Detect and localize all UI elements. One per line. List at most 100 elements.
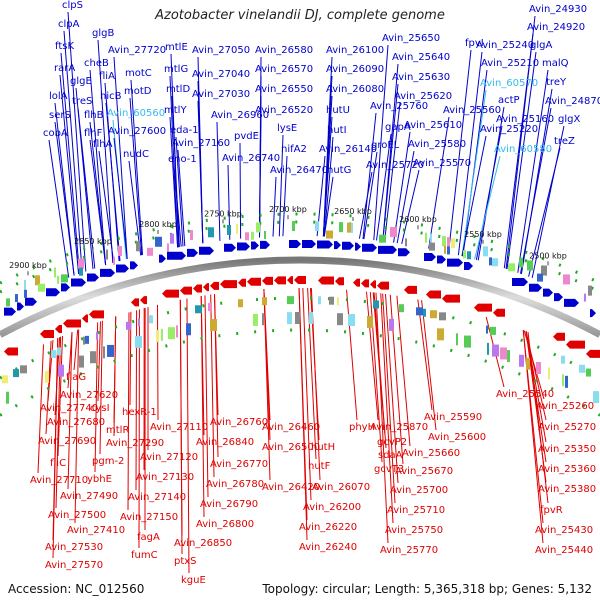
feature-block <box>156 330 159 343</box>
gene-label: Avin_27620 <box>60 390 118 401</box>
feature-block <box>245 232 249 241</box>
gene-label: rarA <box>54 63 75 74</box>
reverse-gene-arrow <box>220 280 237 289</box>
feature-block <box>13 369 19 378</box>
gene-label: clpA <box>58 19 80 30</box>
forward-gene-arrow <box>187 248 198 257</box>
forward-gene-arrow <box>100 268 115 277</box>
forward-gene-arrow <box>46 288 60 297</box>
gene-label: malQ <box>542 58 569 69</box>
gene-label: motC <box>125 68 152 79</box>
gene-label: Avin_27680 <box>47 417 105 428</box>
feature-block <box>155 236 162 247</box>
feature-block <box>54 267 56 278</box>
feature-block <box>405 238 407 247</box>
gene-leader-line <box>94 322 99 473</box>
reverse-gene-arrow <box>404 285 417 294</box>
feature-block <box>264 230 266 239</box>
gene-label: Avin_60580 <box>494 144 552 155</box>
forward-gene-arrow <box>61 283 70 292</box>
feature-block <box>586 368 591 377</box>
gene-label: Avin_25580 <box>408 139 466 150</box>
feature-block <box>106 249 108 260</box>
gene-leader-line <box>52 337 59 559</box>
feature-block <box>20 365 27 374</box>
feature-block <box>588 285 592 296</box>
feature-block <box>348 313 355 326</box>
feature-block <box>96 331 98 340</box>
gene-label: hutG <box>327 165 351 176</box>
gene-label: Avin_27110 <box>150 422 208 433</box>
kbp-tick-label: 2850 kbp <box>74 237 112 246</box>
reverse-gene-arrow <box>40 329 54 338</box>
gene-label: Avin_27690 <box>38 436 96 447</box>
feature-block <box>451 238 455 249</box>
feature-block <box>113 256 115 265</box>
feature-block <box>45 370 49 383</box>
feature-block <box>103 346 105 359</box>
gene-label: Avin_25870 <box>370 422 428 433</box>
feature-block <box>256 222 260 233</box>
feature-block <box>79 267 83 276</box>
reverse-gene-arrow <box>586 349 600 358</box>
gene-leader-line <box>520 107 552 274</box>
feature-block <box>456 333 458 346</box>
reverse-gene-arrow <box>82 314 88 323</box>
gene-leader-line <box>216 121 221 241</box>
gene-label: groEL <box>371 140 400 151</box>
feature-block <box>464 335 471 348</box>
feature-block <box>83 336 85 345</box>
gene-leader-line <box>506 51 537 270</box>
gene-label: Avin_25600 <box>428 432 486 443</box>
feature-block <box>489 257 492 266</box>
gene-label: clpS <box>62 0 83 11</box>
forward-gene-arrow <box>447 258 463 267</box>
gene-label: glgX <box>558 114 580 125</box>
gene-label: Avin_26780 <box>206 479 264 490</box>
forward-gene-arrow <box>199 246 214 255</box>
gene-leader-line <box>113 316 117 437</box>
feature-block <box>57 347 61 356</box>
gene-label: hutH <box>311 442 335 453</box>
gene-label: hutF <box>308 461 331 472</box>
gene-label: Avin_25260 <box>536 401 594 412</box>
gene-leader-line <box>67 11 87 272</box>
feature-block <box>548 367 550 380</box>
feature-block <box>238 299 243 308</box>
gene-leader-line <box>396 295 411 447</box>
kbp-tick-label: 2900 kbp <box>9 261 47 270</box>
gene-label: Avin_26140 <box>319 144 377 155</box>
gene-label: Avin_27600 <box>108 126 166 137</box>
feature-block <box>399 304 404 313</box>
forward-gene-arrow <box>25 297 37 306</box>
gene-label: cysI <box>90 403 110 414</box>
gene-label: Avin_26960 <box>211 110 269 121</box>
gene-label: treS <box>72 96 92 107</box>
feature-block <box>519 257 523 268</box>
gene-label: glgB <box>92 28 114 39</box>
gene-label: Avin_27490 <box>60 491 118 502</box>
reverse-gene-arrow <box>353 278 360 287</box>
kbp-tick-label: 2800 kbp <box>139 220 177 229</box>
feature-block <box>136 241 140 252</box>
gene-leader-line <box>272 176 277 237</box>
forward-gene-arrow <box>464 262 473 271</box>
feature-block <box>563 274 570 285</box>
figure-title: Azotobacter vinelandii DJ, complete geno… <box>155 8 445 23</box>
feature-block <box>447 237 450 248</box>
gene-label: Avin_25380 <box>538 484 596 495</box>
gene-label: Avin_25710 <box>387 505 445 516</box>
forward-gene-arrow <box>17 302 24 311</box>
feature-block <box>463 250 466 259</box>
feature-block <box>444 245 446 254</box>
gene-label: hutU <box>326 105 350 116</box>
gene-leader-line <box>376 133 392 241</box>
gene-leader-line <box>89 69 107 266</box>
feature-block <box>347 222 351 233</box>
kbp-tick-label: 2750 kbp <box>204 209 242 218</box>
gene-label: Avin_25610 <box>404 120 462 131</box>
reverse-gene-arrow <box>262 276 273 285</box>
feature-block <box>195 305 202 314</box>
gene-label: Avin_24920 <box>527 22 585 33</box>
